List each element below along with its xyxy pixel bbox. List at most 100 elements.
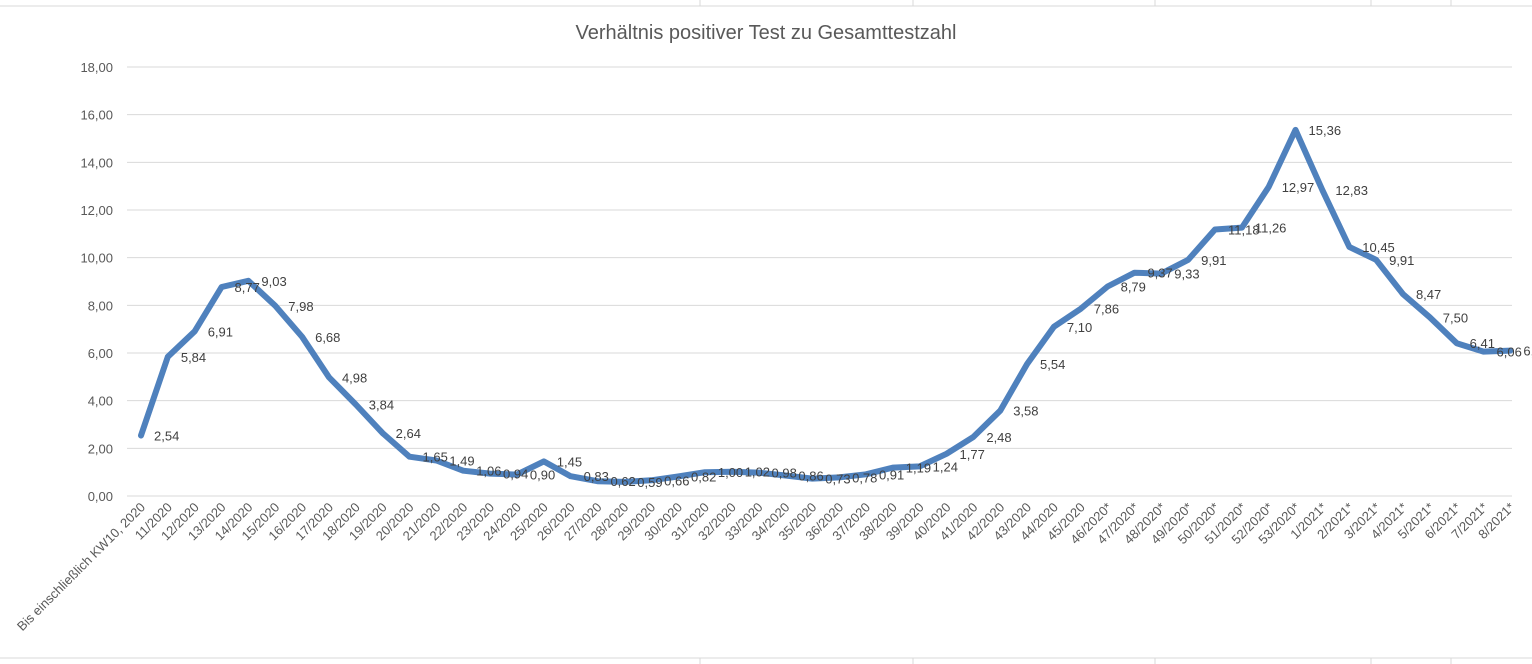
data-label: 0,90	[530, 468, 555, 483]
data-label: 12,97	[1282, 180, 1315, 195]
data-label: 0,73	[825, 472, 850, 487]
data-label: 0,62	[610, 474, 635, 489]
data-label: 9,33	[1174, 267, 1199, 282]
data-label: 7,50	[1443, 310, 1468, 325]
data-point	[703, 471, 706, 474]
data-point	[1509, 349, 1512, 352]
data-label: 1,02	[745, 465, 770, 480]
y-tick-label: 10,00	[80, 251, 113, 266]
data-point	[274, 304, 277, 307]
data-point	[945, 452, 948, 455]
data-point	[1052, 325, 1055, 328]
data-point	[623, 480, 626, 483]
data-point	[596, 480, 599, 483]
data-label: 12,83	[1335, 183, 1368, 198]
data-label: 0,86	[798, 469, 823, 484]
data-label: 9,37	[1147, 266, 1172, 281]
data-point	[140, 434, 142, 437]
data-label: 0,66	[664, 473, 689, 488]
data-label: 0,83	[584, 469, 609, 484]
data-label: 6,10	[1523, 344, 1532, 359]
x-tick-label: Bis einschließlich KW10, 2020	[14, 500, 148, 634]
data-label: 6,68	[315, 330, 340, 345]
data-label: 10,45	[1362, 240, 1395, 255]
data-point	[1106, 285, 1109, 288]
data-label: 8,47	[1416, 287, 1441, 302]
y-tick-label: 12,00	[80, 203, 113, 218]
data-point	[918, 465, 921, 468]
data-label: 0,78	[852, 470, 877, 485]
data-label: 8,79	[1121, 280, 1146, 295]
data-label: 0,59	[637, 475, 662, 490]
data-point	[327, 376, 330, 379]
data-point	[999, 409, 1002, 412]
y-tick-label: 2,00	[88, 441, 113, 456]
data-point	[569, 475, 572, 478]
data-label: 11,18	[1228, 223, 1260, 238]
data-point	[891, 466, 894, 469]
data-label: 5,54	[1040, 357, 1065, 372]
data-point	[435, 459, 438, 462]
data-label: 8,77	[235, 280, 260, 295]
data-point	[1401, 293, 1404, 296]
series-line	[138, 126, 1514, 485]
data-point	[1079, 307, 1082, 310]
data-label: 9,91	[1389, 253, 1414, 268]
data-point	[1160, 272, 1163, 275]
data-point	[542, 460, 545, 463]
data-point	[1026, 362, 1029, 365]
data-label: 9,91	[1201, 253, 1226, 268]
data-point	[193, 330, 196, 333]
data-point	[1428, 316, 1431, 319]
data-label: 1,49	[449, 453, 474, 468]
data-label: 1,06	[476, 464, 501, 479]
data-point	[381, 432, 384, 435]
y-tick-label: 0,00	[88, 489, 113, 504]
y-tick-label: 16,00	[80, 108, 113, 123]
data-point	[972, 435, 975, 438]
data-point	[301, 335, 304, 338]
data-label: 2,54	[154, 428, 179, 443]
data-point	[408, 455, 411, 458]
data-point	[1482, 350, 1485, 353]
data-point	[489, 472, 492, 475]
data-label: 1,24	[933, 459, 958, 474]
data-label: 7,98	[288, 299, 313, 314]
data-point	[1294, 128, 1297, 131]
y-tick-label: 18,00	[80, 60, 113, 75]
y-tick-label: 8,00	[88, 298, 113, 313]
data-label: 2,64	[396, 426, 421, 441]
data-labels: 2,54 5,846,91 8,77 9,037,98 6,68 4,983,842,64…	[154, 123, 1532, 490]
data-label: 3,58	[1013, 404, 1038, 419]
data-point	[1455, 342, 1458, 345]
data-label: 0,98	[772, 466, 797, 481]
data-label: 3,84	[369, 397, 394, 412]
data-point	[838, 476, 841, 479]
y-tick-label: 4,00	[88, 394, 113, 409]
data-point	[784, 474, 787, 477]
data-label: 1,65	[423, 450, 448, 465]
data-point	[1267, 185, 1270, 188]
data-point	[220, 285, 223, 288]
data-point	[757, 471, 760, 474]
data-point	[730, 470, 733, 473]
series-layer	[138, 126, 1514, 485]
data-label: 1,45	[557, 454, 582, 469]
data-point	[864, 473, 867, 476]
data-label: 6,06	[1497, 345, 1522, 360]
data-label: 11,26	[1255, 221, 1287, 236]
gridlines	[127, 66, 1512, 497]
data-point	[1187, 258, 1190, 261]
data-label: 7,10	[1067, 320, 1092, 335]
data-point	[1348, 245, 1351, 248]
data-point	[1240, 226, 1243, 229]
data-label: 0,91	[879, 467, 904, 482]
y-tick-label: 6,00	[88, 346, 113, 361]
data-point	[462, 469, 465, 472]
chart-title: Verhältnis positiver Test zu Gesamttestz…	[576, 22, 957, 44]
data-point	[1133, 271, 1136, 274]
data-label: 0,94	[503, 467, 528, 482]
data-point	[1375, 258, 1378, 261]
